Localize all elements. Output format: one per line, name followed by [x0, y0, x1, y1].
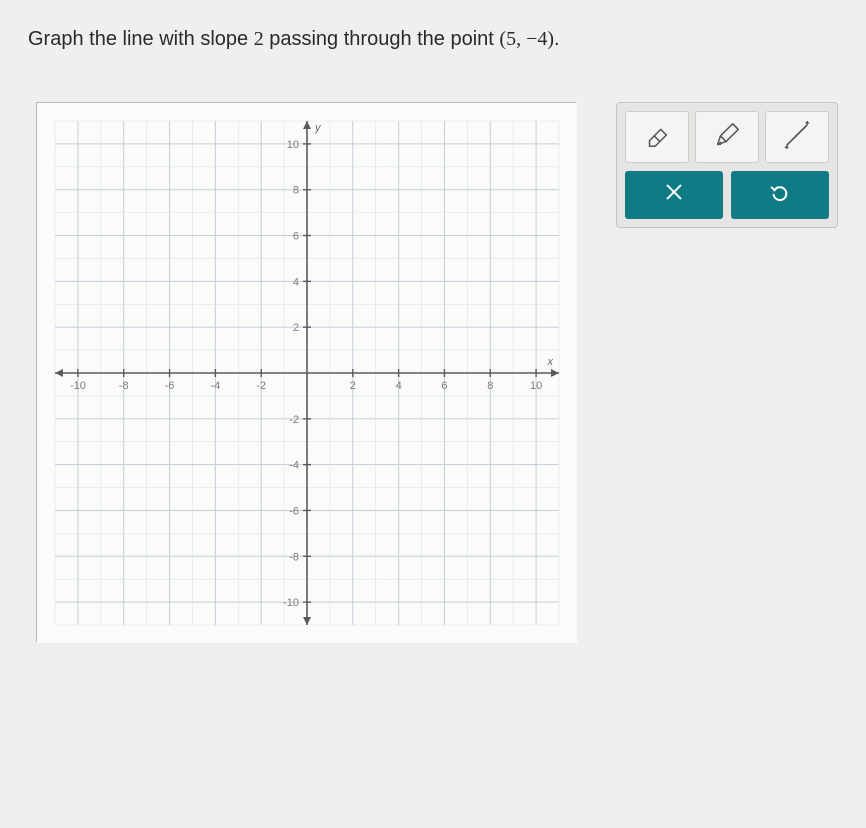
q-mid: passing through the point [264, 28, 500, 50]
svg-text:-6: -6 [289, 505, 299, 517]
svg-text:2: 2 [293, 322, 299, 334]
svg-text:-4: -4 [210, 380, 220, 392]
action-row [625, 171, 829, 219]
undo-button[interactable] [731, 171, 829, 219]
svg-text:2: 2 [350, 380, 356, 392]
line-tool-button[interactable] [765, 111, 829, 163]
svg-text:-8: -8 [289, 551, 299, 563]
svg-text:-2: -2 [289, 414, 299, 426]
main-row: -10-10-8-8-6-6-4-4-2-2224466881010xy [28, 102, 838, 642]
svg-text:-2: -2 [256, 380, 266, 392]
undo-icon [769, 181, 791, 209]
eraser-tool-button[interactable] [625, 111, 689, 163]
pencil-tool-button[interactable] [695, 111, 759, 163]
toolbox-panel [616, 102, 838, 228]
svg-text:4: 4 [293, 276, 299, 288]
svg-text:-8: -8 [119, 380, 129, 392]
svg-text:-6: -6 [165, 380, 175, 392]
q-point: (5, −4) [499, 28, 554, 50]
svg-text:8: 8 [487, 380, 493, 392]
eraser-icon [642, 120, 672, 155]
svg-text:6: 6 [441, 380, 447, 392]
tool-row [625, 111, 829, 163]
svg-text:10: 10 [287, 139, 299, 151]
close-icon [663, 181, 685, 209]
q-suffix: . [554, 28, 560, 50]
svg-text:10: 10 [530, 380, 542, 392]
question-text: Graph the line with slope 2 passing thro… [28, 24, 838, 54]
clear-button[interactable] [625, 171, 723, 219]
svg-text:-10: -10 [70, 380, 86, 392]
svg-text:x: x [547, 356, 554, 368]
svg-text:8: 8 [293, 185, 299, 197]
q-slope: 2 [254, 28, 264, 50]
pencil-icon [712, 120, 742, 155]
coordinate-grid[interactable]: -10-10-8-8-6-6-4-4-2-2224466881010xy [36, 102, 576, 642]
svg-text:-10: -10 [283, 597, 299, 609]
svg-text:-4: -4 [289, 460, 299, 472]
svg-text:4: 4 [396, 380, 402, 392]
line-icon [782, 120, 812, 155]
q-prefix: Graph the line with slope [28, 28, 254, 50]
svg-text:6: 6 [293, 231, 299, 243]
